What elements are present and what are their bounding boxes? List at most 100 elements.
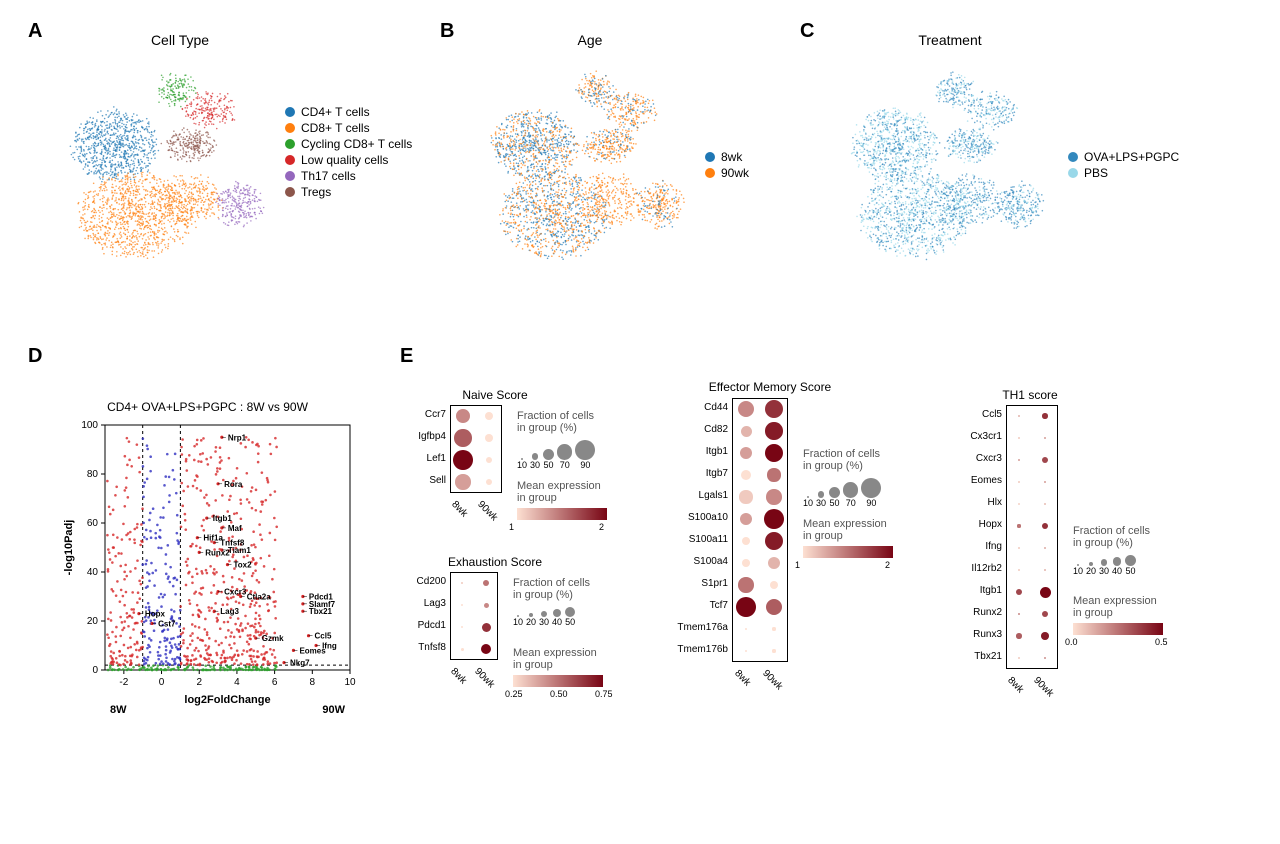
dot: [485, 434, 493, 442]
gene-label: Ifng: [950, 541, 1002, 552]
gene-label: Cd200: [400, 576, 446, 587]
gene-label: S100a10: [660, 512, 728, 523]
panel-a-title: Cell Type: [120, 32, 240, 48]
gene-label: Itgb1: [660, 446, 728, 457]
gene-label: Itgb1: [950, 585, 1002, 596]
legend-label: Low quality cells: [301, 153, 388, 167]
panel-c-title: Treatment: [900, 32, 1000, 48]
color-legend-title: Mean expression in group: [1073, 595, 1157, 619]
gene-label: Tmem176b: [660, 644, 728, 655]
legend-dot: [285, 155, 295, 165]
legend-label: Th17 cells: [301, 169, 356, 183]
panel-b-label: B: [440, 20, 454, 43]
umap-treatment: [830, 55, 1060, 265]
dot: [767, 468, 780, 481]
legend-age: 8wk90wk: [705, 150, 749, 182]
dot: [1018, 459, 1020, 461]
dot: [1044, 569, 1046, 571]
legend-dot: [285, 139, 295, 149]
dot: [772, 649, 775, 652]
gene-label: Tmem176a: [660, 622, 728, 633]
panel-b-title: Age: [550, 32, 630, 48]
col-label: 90wk: [760, 668, 784, 692]
dot: [1041, 632, 1049, 640]
legend-item: CD4+ T cells: [285, 105, 412, 119]
dot: [1018, 481, 1020, 483]
dot: [742, 559, 750, 567]
legend-label: CD4+ T cells: [301, 105, 370, 119]
legend-treatment: OVA+LPS+PGPC PBS: [1068, 150, 1179, 182]
dot: [461, 604, 463, 606]
color-bar: [517, 508, 607, 520]
gene-label: Tnfsf8: [400, 642, 446, 653]
gene-label: Eomes: [950, 475, 1002, 486]
dot: [1018, 503, 1020, 505]
dot: [738, 577, 753, 592]
dot: [1017, 524, 1020, 527]
dot: [1018, 657, 1020, 659]
color-bar: [803, 546, 893, 558]
legend-celltype: CD4+ T cellsCD8+ T cellsCycling CD8+ T c…: [285, 105, 412, 201]
dot: [1044, 503, 1046, 505]
gene-label: Lef1: [400, 453, 446, 464]
dotplot-frame: [1006, 405, 1058, 669]
volcano-plot: -20246810020406080100Nrp1RoraItgb1MafHif…: [60, 415, 360, 715]
color-bar: [513, 675, 603, 687]
gene-label: Cd44: [660, 402, 728, 413]
col-label: 8wk: [732, 668, 752, 688]
legend-label: PBS: [1084, 166, 1108, 180]
col-label: 90wk: [1031, 675, 1055, 699]
legend-label: OVA+LPS+PGPC: [1084, 150, 1179, 164]
gene-label: Runx2: [950, 607, 1002, 618]
legend-label: Cycling CD8+ T cells: [301, 137, 412, 151]
color-legend-title: Mean expression in group: [803, 518, 887, 542]
dotplot-th1: Ccl5Cx3cr1Cxcr3EomesHlxHopxIfngIl12rb2It…: [950, 405, 1208, 709]
gene-label: S100a11: [660, 534, 728, 545]
gene-label: Ccl5: [950, 409, 1002, 420]
dot: [484, 603, 489, 608]
dot: [1018, 415, 1020, 417]
dot: [461, 648, 464, 651]
gene-label: Cxcr3: [950, 453, 1002, 464]
col-label: 8wk: [449, 499, 469, 519]
legend-dot: [285, 107, 295, 117]
gene-label: Lag3: [400, 598, 446, 609]
legend-dot: [285, 187, 295, 197]
legend-item: OVA+LPS+PGPC: [1068, 150, 1179, 164]
dot: [741, 426, 752, 437]
dot: [766, 489, 781, 504]
naive-title: Naive Score: [445, 388, 545, 402]
col-label: 90wk: [475, 499, 499, 523]
dot: [461, 626, 463, 628]
gene-label: Tcf7: [660, 600, 728, 611]
color-tick: 2: [885, 560, 890, 570]
dot: [741, 470, 751, 480]
dot: [764, 509, 784, 529]
gene-label: Igfbp4: [400, 431, 446, 442]
gene-label: Il12rb2: [950, 563, 1002, 574]
panel-e-label: E: [400, 345, 413, 368]
gene-label: S100a4: [660, 556, 728, 567]
gene-label: S1pr1: [660, 578, 728, 589]
dot: [1042, 413, 1048, 419]
dotplot-naive: Ccr7Igfbp4Lef1Sell8wk90wkFraction of cel…: [400, 405, 652, 533]
legend-dot: [285, 171, 295, 181]
legend-item: PBS: [1068, 166, 1179, 180]
gene-label: Tbx21: [950, 651, 1002, 662]
size-legend: 1020304050: [1073, 555, 1136, 576]
size-legend-title: Fraction of cells in group (%): [1073, 525, 1150, 549]
legend-label: 8wk: [721, 150, 742, 164]
exhaustion-title: Exhaustion Score: [430, 555, 560, 569]
legend-dot: [1068, 152, 1078, 162]
color-legend-title: Mean expression in group: [517, 480, 601, 504]
panel-a-label: A: [28, 20, 42, 43]
legend-dot: [705, 152, 715, 162]
size-legend: 1020304050: [513, 607, 575, 627]
dot: [768, 557, 780, 569]
dot: [1018, 547, 1020, 549]
legend-item: 8wk: [705, 150, 749, 164]
dot: [1018, 569, 1020, 571]
dot: [736, 597, 756, 617]
color-tick: 2: [599, 522, 604, 532]
panel-d-label: D: [28, 345, 42, 368]
